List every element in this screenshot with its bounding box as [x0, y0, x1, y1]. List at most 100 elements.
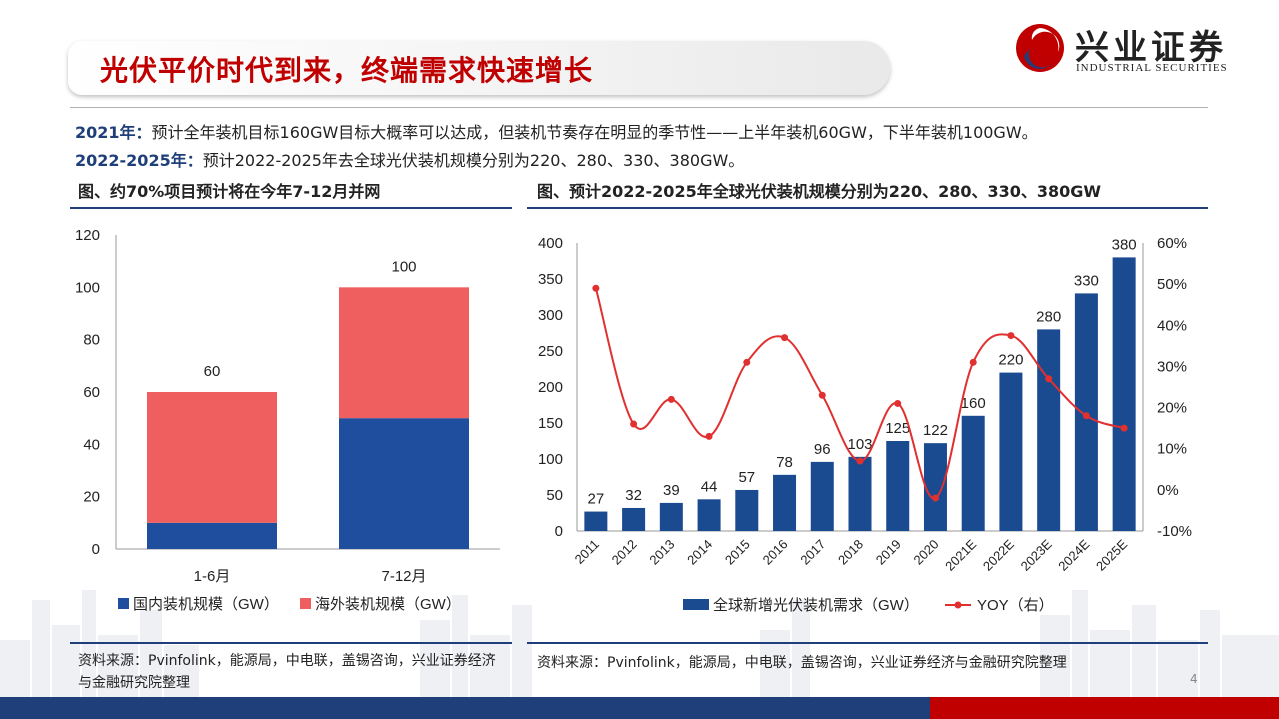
left-bar-total-label: 60	[204, 363, 221, 380]
right-x-tick-label: 2014	[684, 537, 715, 568]
right-bar	[1037, 329, 1061, 531]
right-bar-value-label: 32	[625, 487, 642, 504]
right-x-tick-label: 2020	[911, 537, 942, 568]
right-x-tick-label: 2015	[722, 537, 753, 568]
summary-label-2021: 2021年：	[75, 123, 152, 142]
right-figure-title: 图、预计2022-2025年全球光伏装机规模分别为220、280、330、380…	[537, 182, 1102, 201]
right-x-tick-label: 2021E	[942, 536, 979, 573]
logo-text: 兴业证券	[1075, 28, 1227, 68]
right-figure-title-rule	[527, 207, 1208, 209]
right-bar	[810, 461, 834, 531]
left-legend-swatch	[118, 598, 129, 609]
right-source-rule	[527, 642, 1208, 644]
left-y-tick-label: 20	[83, 489, 100, 506]
right-x-tick-label: 2012	[609, 537, 640, 568]
right-x-tick-label: 2017	[797, 537, 828, 568]
skyline-decoration	[0, 590, 1279, 697]
footer-band-accent	[930, 697, 1279, 719]
right-bar-value-label: 96	[814, 441, 831, 458]
right-bar	[848, 456, 872, 531]
summary-text-2021: 预计全年装机目标160GW目标大概率可以达成，但装机节奏存在明显的季节性——上半…	[151, 123, 1038, 142]
right-y-tick-label: 300	[538, 307, 563, 324]
right-bar-value-label: 280	[1036, 308, 1061, 325]
right-bar	[961, 415, 985, 531]
right-x-tick-label: 2018	[835, 537, 866, 568]
left-y-tick-label: 120	[75, 227, 100, 244]
right-yoy-point	[630, 420, 638, 428]
left-y-tick-label: 0	[92, 541, 100, 558]
left-source-rule	[70, 642, 512, 644]
right-y2-tick-label: 50%	[1157, 276, 1187, 293]
right-bar-value-label: 103	[847, 436, 872, 453]
right-bar-value-label: 44	[701, 478, 718, 495]
right-bar-value-label: 125	[885, 420, 910, 437]
right-y-tick-label: 400	[538, 235, 563, 252]
left-bar-segment	[147, 392, 277, 523]
page-title: 光伏平价时代到来，终端需求快速增长	[100, 54, 594, 87]
right-yoy-point	[592, 284, 600, 292]
page-number: 4	[1190, 672, 1198, 686]
right-x-tick-label: 2025E	[1093, 536, 1130, 573]
right-yoy-point	[705, 432, 713, 440]
right-yoy-point	[1082, 412, 1090, 420]
right-bar	[999, 372, 1023, 531]
left-x-tick-label: 1-6月	[194, 568, 231, 585]
right-x-tick-label: 2013	[646, 537, 677, 568]
right-bar-value-label: 27	[588, 491, 605, 508]
left-figure-title: 图、约70%项目预计将在今年7-12月并网	[78, 182, 381, 201]
right-bar-value-label: 380	[1112, 236, 1137, 253]
right-x-tick-label: 2022E	[980, 536, 1017, 573]
right-y2-tick-label: 40%	[1157, 317, 1187, 334]
summary-text-2022-2025: 预计2022-2025年去全球光伏装机规模分别为220、280、330、380G…	[202, 151, 745, 170]
right-yoy-point	[818, 391, 826, 399]
right-y-tick-label: 150	[538, 415, 563, 432]
summary-label-2022-2025: 2022-2025年：	[75, 151, 203, 170]
right-yoy-point	[894, 399, 902, 407]
left-bar-segment	[147, 522, 277, 549]
right-x-tick-label: 2024E	[1055, 536, 1092, 573]
left-legend-label: 国内装机规模（GW）	[133, 596, 279, 613]
left-legend-swatch	[300, 598, 311, 609]
right-y-tick-label: 250	[538, 343, 563, 360]
left-bar-total-label: 100	[391, 258, 416, 275]
right-y-tick-label: 200	[538, 379, 563, 396]
right-bar	[1112, 257, 1136, 531]
title-bar	[68, 41, 890, 95]
right-legend-bar-swatch	[683, 599, 709, 610]
right-x-tick-label: 2011	[572, 537, 602, 567]
right-legend-line-label: YOY（右）	[977, 597, 1054, 614]
company-logo	[1016, 24, 1064, 72]
right-combo-chart: 0 50 100 150 200 250 300 350 400 -10% 0% 10% 20% 30% 4…	[538, 235, 1192, 614]
right-bar	[659, 502, 683, 531]
left-x-tick-label: 7-12月	[381, 568, 426, 585]
left-y-tick-label: 100	[75, 279, 100, 296]
right-yoy-point	[1045, 375, 1053, 383]
right-yoy-point	[856, 457, 864, 465]
header-divider	[70, 107, 1208, 108]
summary-line-2022-2025: 2022-2025年：预计2022-2025年去全球光伏装机规模分别为220、2…	[75, 147, 744, 171]
logo-subtitle: INDUSTRIAL SECURITIES	[1076, 62, 1228, 74]
right-yoy-point	[781, 334, 789, 342]
right-y2-tick-label: 10%	[1157, 441, 1187, 458]
right-bar-value-label: 78	[776, 454, 793, 471]
right-y-tick-label: 350	[538, 271, 563, 288]
right-bar	[735, 489, 759, 531]
right-bar-value-label: 220	[998, 352, 1023, 369]
left-legend-label: 海外装机规模（GW）	[315, 596, 461, 613]
right-bar-value-label: 160	[961, 395, 986, 412]
left-bar-segment	[339, 418, 469, 549]
right-legend-bar-label: 全球新增光伏装机需求（GW）	[713, 596, 919, 614]
right-bar	[697, 499, 721, 531]
right-y-tick-label: 100	[538, 451, 563, 468]
right-source-note: 资料来源：Pvinfolink，能源局，中电联，盖锡咨询，兴业证券经济与金融研究…	[537, 655, 1067, 671]
right-y2-tick-label: 30%	[1157, 358, 1187, 375]
left-figure-title-rule	[70, 207, 512, 209]
right-yoy-point	[743, 358, 751, 366]
summary-line-2021: 2021年：预计全年装机目标160GW目标大概率可以达成，但装机节奏存在明显的季…	[75, 119, 1038, 143]
right-bar	[773, 474, 797, 531]
right-x-tick-label: 2019	[873, 537, 904, 568]
right-legend-line-marker	[954, 601, 962, 609]
right-bar	[886, 441, 910, 531]
right-bar-value-label: 39	[663, 482, 680, 499]
